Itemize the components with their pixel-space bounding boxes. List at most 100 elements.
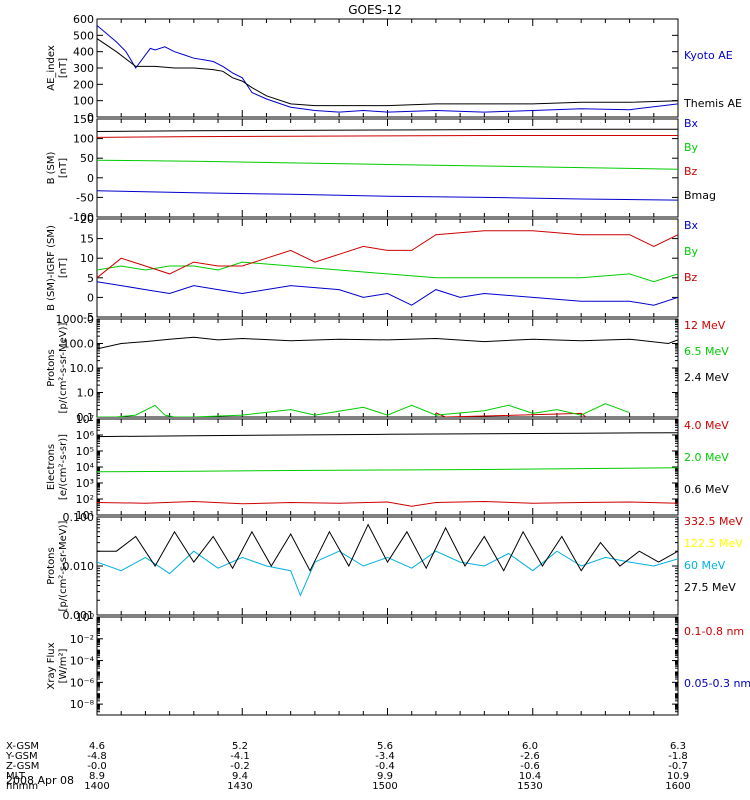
x-axis-tick-value: -4.8 [87,751,107,762]
panel-4: 0.1 1.0 10.0 100.0 1000.0 Protons [p/(cm²-s-sr… [46,313,729,424]
y-tick-label: 10⁻² [70,633,94,646]
x-axis-row-label: Z-GSM [6,761,39,772]
x-axis-tick-value: -1.8 [668,751,688,762]
x-axis-tick-value: 1430 [227,781,252,792]
x-axis-row-label: X-GSM [6,741,39,752]
legend-entry: 2.4 MeV [684,371,729,384]
x-axis-tick-value: -0.0 [87,761,107,772]
date-label: 2008 Apr 08 [6,774,74,787]
panel-3: -5 0 5 10 15 20 B (SM)-IGRF (SM) [nT] Bx By Bz [46,213,699,324]
series-line-0-6-mev [97,432,678,438]
legend-entry: Kyoto AE [684,49,733,62]
legend-entry: 6.5 MeV [684,345,729,358]
series-line-bz [97,230,678,279]
y-axis-unit: [p/(cm²-s-sr-MeV)] [58,322,69,413]
y-tick-label: 10¹ [76,509,94,522]
legend-entry: Bz [684,271,698,284]
series-line-kyoto-ae [97,25,678,113]
y-tick-label: 0 [87,111,94,124]
legend-entry: 60 MeV [684,559,726,572]
series-line-60-mev [97,550,678,597]
y-tick-label: 20 [80,213,94,226]
y-tick-label: 0.010 [63,560,95,573]
panel-5: 10¹ 10² 10³ 10⁴ 10⁵ 10⁶ 10⁷ Electrons [e/(cm²-s-… [46,413,729,522]
y-axis-label: Protons [46,349,57,386]
x-axis-tick-value: 6.0 [522,741,538,752]
x-axis-tick-value: 6.3 [670,741,686,752]
x-axis-tick-value: 1500 [372,781,397,792]
x-axis-tick-value: -0.4 [375,761,395,772]
x-axis-tick-value: 8.9 [89,771,105,782]
y-axis-unit: [nT] [58,158,69,178]
legend-entry: Bx [684,219,699,232]
panel-1: 0 100 200 300 400 500 600 AE_index [nT] Kyoto AE T… [46,13,742,124]
x-axis-tick-value: -0.6 [520,761,540,772]
y-axis-label: Electrons [46,444,57,490]
y-axis-label: Protons [46,547,57,584]
x-axis-tick-value: 9.4 [232,771,248,782]
legend-entry: By [684,141,699,154]
series-line-6-5-mev [97,403,630,417]
y-tick-label: 10 [80,252,94,265]
y-tick-label: 300 [73,62,94,75]
y-axis-unit: [nT] [58,58,69,78]
x-axis-tick-value: 5.2 [232,741,248,752]
panel-6: 0.001 0.010 0.100 Protons [p/(cm²-s-sr-MeV)]… [46,511,743,622]
series-line-27-5-mev [97,523,678,572]
x-axis-tick-value: 10.9 [667,771,689,782]
y-tick-label: 10⁷ [76,413,94,426]
y-tick-label: 0.100 [63,511,95,524]
y-tick-label: 10⁵ [76,445,94,458]
x-axis-tick-value: 1600 [665,781,690,792]
series-line-bx [97,190,678,201]
series-line-4-0-mev [97,500,678,507]
y-tick-label: 10.0 [70,362,95,375]
series-line-by [97,159,678,170]
y-axis-unit: [W/m²] [58,648,69,683]
y-tick-label: 50 [80,152,94,165]
y-tick-label: 0 [87,291,94,304]
y-tick-label: 0 [87,172,94,185]
y-tick-label: 5 [87,272,94,285]
series-line-2-4-mev [97,336,678,350]
legend-entry: 332.5 MeV [684,515,743,528]
y-tick-label: 100 [73,133,94,146]
series-line-by [97,261,678,283]
y-tick-label: 0.001 [63,609,95,622]
x-axis-tick-value: 5.6 [377,741,393,752]
x-axis-tick-value: 1400 [84,781,109,792]
legend-entry: Bx [684,117,699,130]
x-axis-tick-value: 1530 [517,781,542,792]
y-tick-label: 1000.0 [56,313,95,326]
y-tick-label: -100 [69,211,94,224]
y-axis-unit: [e/(cm²-s-sr)] [58,434,69,500]
legend-entry: 2.0 MeV [684,451,729,464]
y-tick-label: 0.1 [77,411,95,424]
y-tick-label: 150 [73,113,94,126]
y-tick-label: 15 [80,233,94,246]
series-line-2-0-mev [97,467,678,473]
x-axis-tick-value: -2.6 [520,751,540,762]
legend-entry: Bz [684,165,698,178]
y-tick-label: 10⁻⁴ [70,655,95,668]
series-line-bmag [97,128,678,132]
legend-entry: 122.5 MeV [684,537,743,550]
legend-entry: Bmag [684,189,716,202]
panel-2: -100 -50 0 50 100 150 B (SM) [nT] Bx By Bz Bmag [46,113,716,224]
y-axis-label: Xray Flux [46,642,57,689]
x-axis-tick-value: -3.4 [375,751,395,762]
y-tick-label: 10⁻⁶ [70,676,95,689]
panel-frame [96,318,679,418]
y-tick-label: 10⁰ [76,611,95,624]
y-tick-label: 10⁶ [76,429,95,442]
x-axis-tick-value: 9.9 [377,771,393,782]
y-tick-label: 500 [73,29,94,42]
y-axis-label: AE_index [46,45,57,91]
x-axis-tick-value: -0.7 [668,761,688,772]
y-axis-label: B (SM) [46,151,57,184]
x-axis-tick-value: 10.4 [519,771,541,782]
y-tick-label: 1.0 [77,387,95,400]
series-line-bz [97,135,678,138]
y-tick-label: 10² [76,493,94,506]
